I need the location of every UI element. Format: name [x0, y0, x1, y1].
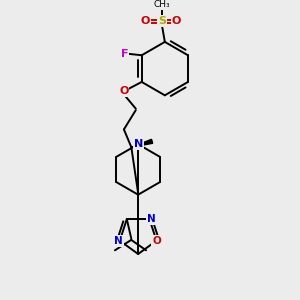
- Text: N: N: [147, 214, 155, 224]
- Text: N: N: [114, 236, 123, 246]
- Text: N: N: [134, 139, 143, 149]
- Polygon shape: [131, 139, 153, 147]
- Text: O: O: [119, 86, 129, 96]
- Text: F: F: [121, 49, 128, 59]
- Text: S: S: [158, 16, 166, 26]
- Text: O: O: [171, 16, 181, 26]
- Text: O: O: [152, 236, 161, 246]
- Text: CH₃: CH₃: [154, 0, 170, 9]
- Text: O: O: [141, 16, 150, 26]
